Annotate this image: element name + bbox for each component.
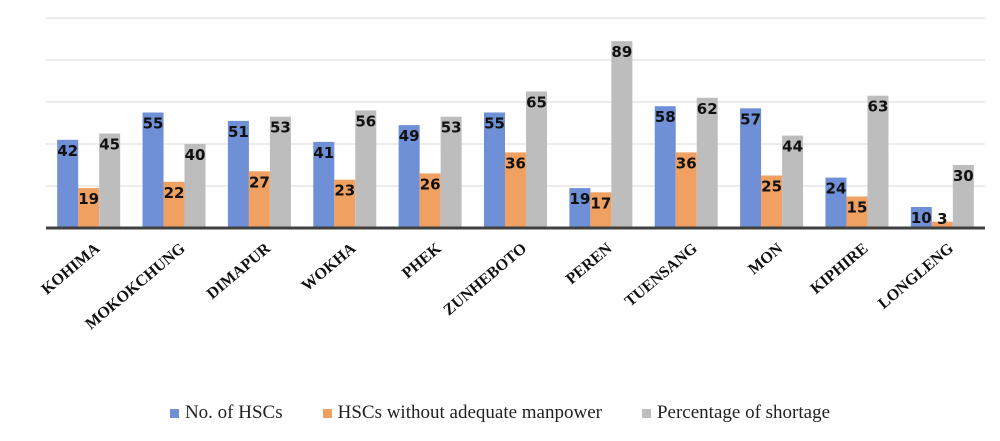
category-label: KIPHIRE	[807, 240, 871, 298]
data-label: 41	[313, 144, 334, 162]
data-label: 27	[249, 173, 270, 191]
category-label: PEREN	[563, 240, 616, 288]
legend-swatch-shortage	[641, 408, 651, 418]
category-label: TUENSANG	[622, 240, 701, 311]
bar	[931, 221, 953, 228]
legend: No. of HSCs HSCs without adequate manpow…	[0, 398, 1000, 428]
data-label: 55	[484, 115, 505, 133]
data-label: 22	[164, 184, 185, 202]
bar	[910, 207, 932, 228]
legend-item-hscs: No. of HSCs	[169, 402, 283, 424]
bar	[142, 112, 164, 228]
category-label: DIMAPUR	[204, 240, 274, 303]
bar	[227, 120, 249, 228]
bar	[440, 116, 462, 228]
data-label: 10	[911, 209, 932, 227]
data-label: 17	[590, 194, 611, 212]
legend-item-without-manpower: HSCs without adequate manpower	[322, 402, 602, 424]
bar	[675, 152, 697, 228]
data-label: 89	[611, 43, 632, 61]
bar	[99, 133, 121, 228]
bar	[761, 175, 783, 228]
bar	[355, 110, 377, 228]
category-label: KOHIMA	[39, 240, 104, 298]
bar-chart-svg: 421945KOHIMA552240MOKOKCHUNG512753DIMAPU…	[39, 17, 985, 333]
bar	[696, 97, 718, 228]
data-label: 19	[78, 190, 99, 208]
data-label: 36	[676, 154, 697, 172]
bar	[867, 95, 889, 228]
bar	[569, 188, 591, 228]
data-label: 55	[143, 115, 164, 133]
legend-swatch-hscs	[169, 408, 179, 418]
bar	[782, 135, 804, 228]
data-label: 24	[826, 180, 847, 198]
data-label: 65	[526, 94, 547, 112]
data-label: 53	[270, 119, 291, 137]
data-label: 23	[334, 182, 355, 200]
bar	[313, 141, 335, 228]
data-label: 63	[868, 98, 889, 116]
bar	[825, 177, 847, 228]
bar	[740, 108, 762, 228]
legend-label-hscs: No. of HSCs	[184, 402, 283, 423]
data-label: 53	[441, 119, 462, 137]
data-label: 58	[655, 108, 676, 126]
bar	[952, 165, 974, 228]
data-label: 51	[228, 123, 249, 141]
data-label: 42	[57, 142, 78, 160]
category-label: MON	[745, 240, 786, 278]
data-label: 45	[99, 136, 120, 154]
category-label: LONGLENG	[875, 240, 957, 313]
data-label: 49	[399, 127, 420, 145]
legend-label-shortage: Percentage of shortage	[656, 402, 831, 423]
bar	[611, 41, 633, 228]
data-label: 44	[782, 138, 803, 156]
data-label: 25	[761, 178, 782, 196]
bar	[419, 173, 441, 228]
data-label: 56	[355, 112, 376, 130]
bar	[484, 112, 505, 228]
bar	[334, 179, 356, 228]
data-label: 30	[953, 167, 974, 185]
data-label: 62	[697, 100, 718, 118]
category-label: PHEK	[399, 240, 445, 283]
bar	[269, 116, 291, 228]
legend-item-shortage: Percentage of shortage	[641, 402, 831, 424]
data-label: 19	[569, 190, 590, 208]
data-label: 40	[185, 146, 206, 164]
bar	[590, 192, 612, 228]
bar	[505, 152, 526, 228]
bar	[526, 91, 547, 228]
data-label: 26	[420, 175, 441, 193]
data-label: 15	[847, 199, 868, 217]
bar	[163, 181, 185, 228]
data-label: 57	[740, 110, 761, 128]
bar	[57, 139, 79, 228]
category-label: ZUNHEBOTO	[440, 240, 530, 319]
data-label: 3	[937, 210, 947, 228]
category-label: WOKHA	[299, 240, 360, 295]
legend-swatch-without-manpower	[322, 408, 332, 418]
bar	[398, 125, 420, 228]
bar	[654, 106, 676, 228]
data-label: 36	[505, 154, 526, 172]
bar	[248, 171, 270, 228]
bar	[846, 196, 868, 228]
bar	[184, 144, 206, 228]
bar	[78, 188, 100, 228]
legend-label-without-manpower: HSCs without adequate manpower	[337, 402, 602, 423]
